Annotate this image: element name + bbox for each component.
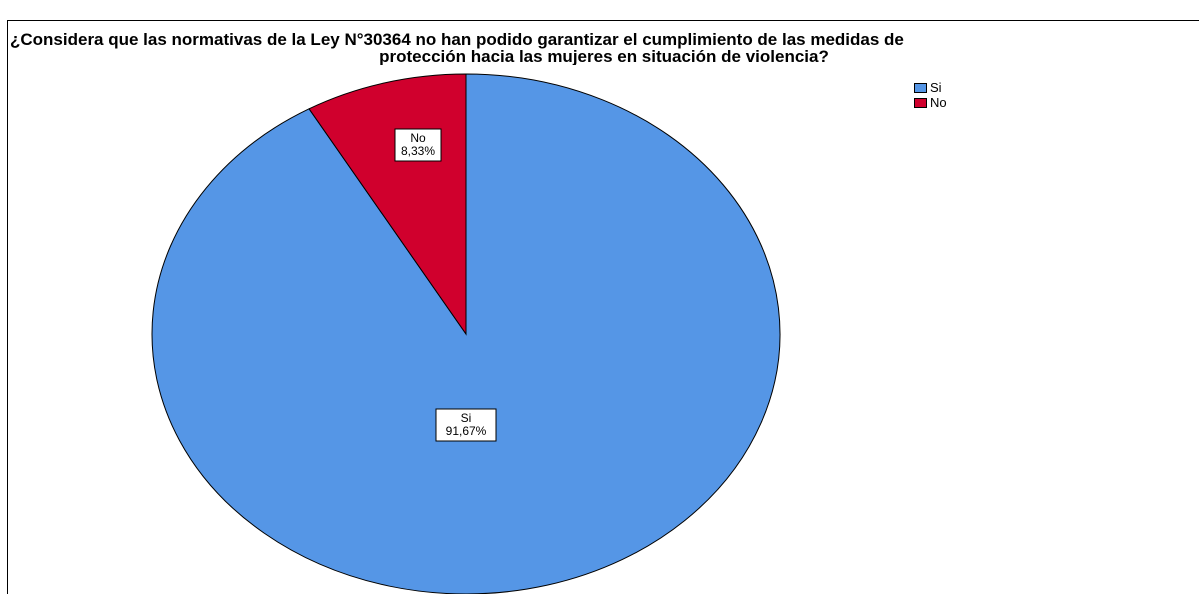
legend-label-si: Si: [930, 80, 942, 95]
slice-label-value-si: 91,67%: [446, 424, 487, 438]
chart-legend: Si No: [914, 80, 947, 110]
legend-item-no: No: [914, 95, 947, 110]
chart-title-line-2: protección hacia las mujeres en situació…: [379, 47, 829, 65]
slice-label-box-si: [435, 408, 497, 442]
legend-label-no: No: [930, 95, 947, 110]
legend-item-si: Si: [914, 80, 947, 95]
slice-label-value-no: 8,33%: [401, 144, 435, 158]
legend-swatch-si: [914, 82, 927, 93]
chart-title: ¿Considera que las normativas de la Ley …: [7, 31, 1201, 65]
slice-label-box-no: [394, 128, 442, 162]
slice-label-no: No8,33%: [394, 128, 442, 162]
slice-label-name-si: Si: [461, 411, 472, 425]
chart-frame: [7, 20, 1199, 594]
slice-label-name-no: No: [410, 131, 426, 145]
legend-swatch-no: [914, 97, 927, 108]
chart-title-line-1: ¿Considera que las normativas de la Ley …: [10, 31, 904, 49]
